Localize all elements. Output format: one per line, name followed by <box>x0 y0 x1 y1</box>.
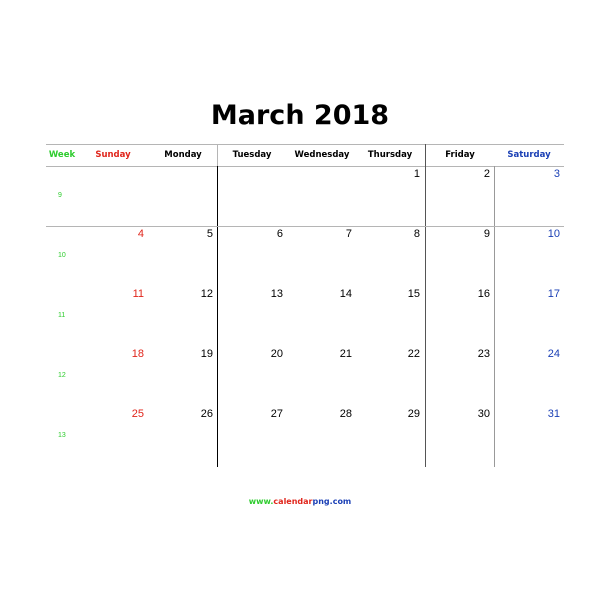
day-cell-number[interactable]: 16 <box>477 288 490 300</box>
day-cell-number[interactable]: 14 <box>339 288 352 300</box>
footer-com: .com <box>329 497 352 506</box>
week-number: 11 <box>58 312 66 319</box>
day-cell-number[interactable]: 31 <box>547 408 560 420</box>
day-cell-number[interactable]: 19 <box>200 348 213 360</box>
day-cell-number[interactable]: 10 <box>547 228 560 240</box>
day-cell-number[interactable]: 24 <box>547 348 560 360</box>
day-cell-number[interactable]: 5 <box>206 228 213 240</box>
day-cell-number[interactable]: 8 <box>413 228 420 240</box>
header-tuesday: Tuesday <box>232 150 272 160</box>
day-cell-number[interactable]: 21 <box>339 348 352 360</box>
week-number: 10 <box>58 252 66 259</box>
footer-url[interactable]: www.calendarpng.com <box>0 497 600 506</box>
header-sunday: Sunday <box>95 150 131 160</box>
week-number: 12 <box>58 372 66 379</box>
day-cell-number[interactable]: 9 <box>483 228 490 240</box>
header-thursday: Thursday <box>367 150 413 160</box>
day-cell-number[interactable]: 6 <box>276 228 283 240</box>
day-cell-number[interactable]: 27 <box>270 408 283 420</box>
day-cell-number[interactable]: 28 <box>339 408 352 420</box>
day-cell-number[interactable]: 17 <box>547 288 560 300</box>
header-monday: Monday <box>164 150 202 160</box>
header-saturday: Saturday <box>507 150 551 160</box>
footer-www: www. <box>248 497 274 506</box>
header-friday: Friday <box>445 150 475 160</box>
week-number: 13 <box>58 432 66 439</box>
day-cell-number[interactable]: 11 <box>132 288 144 300</box>
header-wednesday: Wednesday <box>294 150 350 160</box>
day-cell-number[interactable]: 20 <box>270 348 283 360</box>
week-number: 9 <box>58 192 62 199</box>
day-cell-number[interactable]: 3 <box>553 168 560 180</box>
day-cell-number[interactable]: 7 <box>345 228 352 240</box>
header-bottom-line <box>46 166 564 167</box>
day-cell-number[interactable]: 25 <box>131 408 144 420</box>
grid-vline <box>217 166 218 467</box>
grid-vline <box>425 144 426 467</box>
day-cell-number[interactable]: 23 <box>477 348 490 360</box>
header-week: Week <box>48 150 76 160</box>
footer-png: png <box>312 497 330 506</box>
day-cell-number[interactable]: 30 <box>477 408 490 420</box>
day-cell-number[interactable]: 2 <box>483 168 490 180</box>
day-cell-number[interactable]: 13 <box>270 288 283 300</box>
day-cell-number[interactable]: 15 <box>407 288 420 300</box>
grid-vline <box>217 144 218 166</box>
grid-top-line <box>46 144 564 145</box>
day-cell-number[interactable]: 1 <box>413 168 420 180</box>
grid-vline <box>494 166 495 467</box>
day-cell-number[interactable]: 29 <box>407 408 420 420</box>
day-cell-number[interactable]: 18 <box>131 348 144 360</box>
day-cell-number[interactable]: 12 <box>200 288 213 300</box>
day-cell-number[interactable]: 4 <box>137 228 144 240</box>
day-cell-number[interactable]: 22 <box>407 348 420 360</box>
grid-row-line <box>46 226 564 227</box>
footer-calendar: calendar <box>273 497 313 506</box>
day-cell-number[interactable]: 26 <box>200 408 213 420</box>
page-title: March 2018 <box>210 100 390 131</box>
